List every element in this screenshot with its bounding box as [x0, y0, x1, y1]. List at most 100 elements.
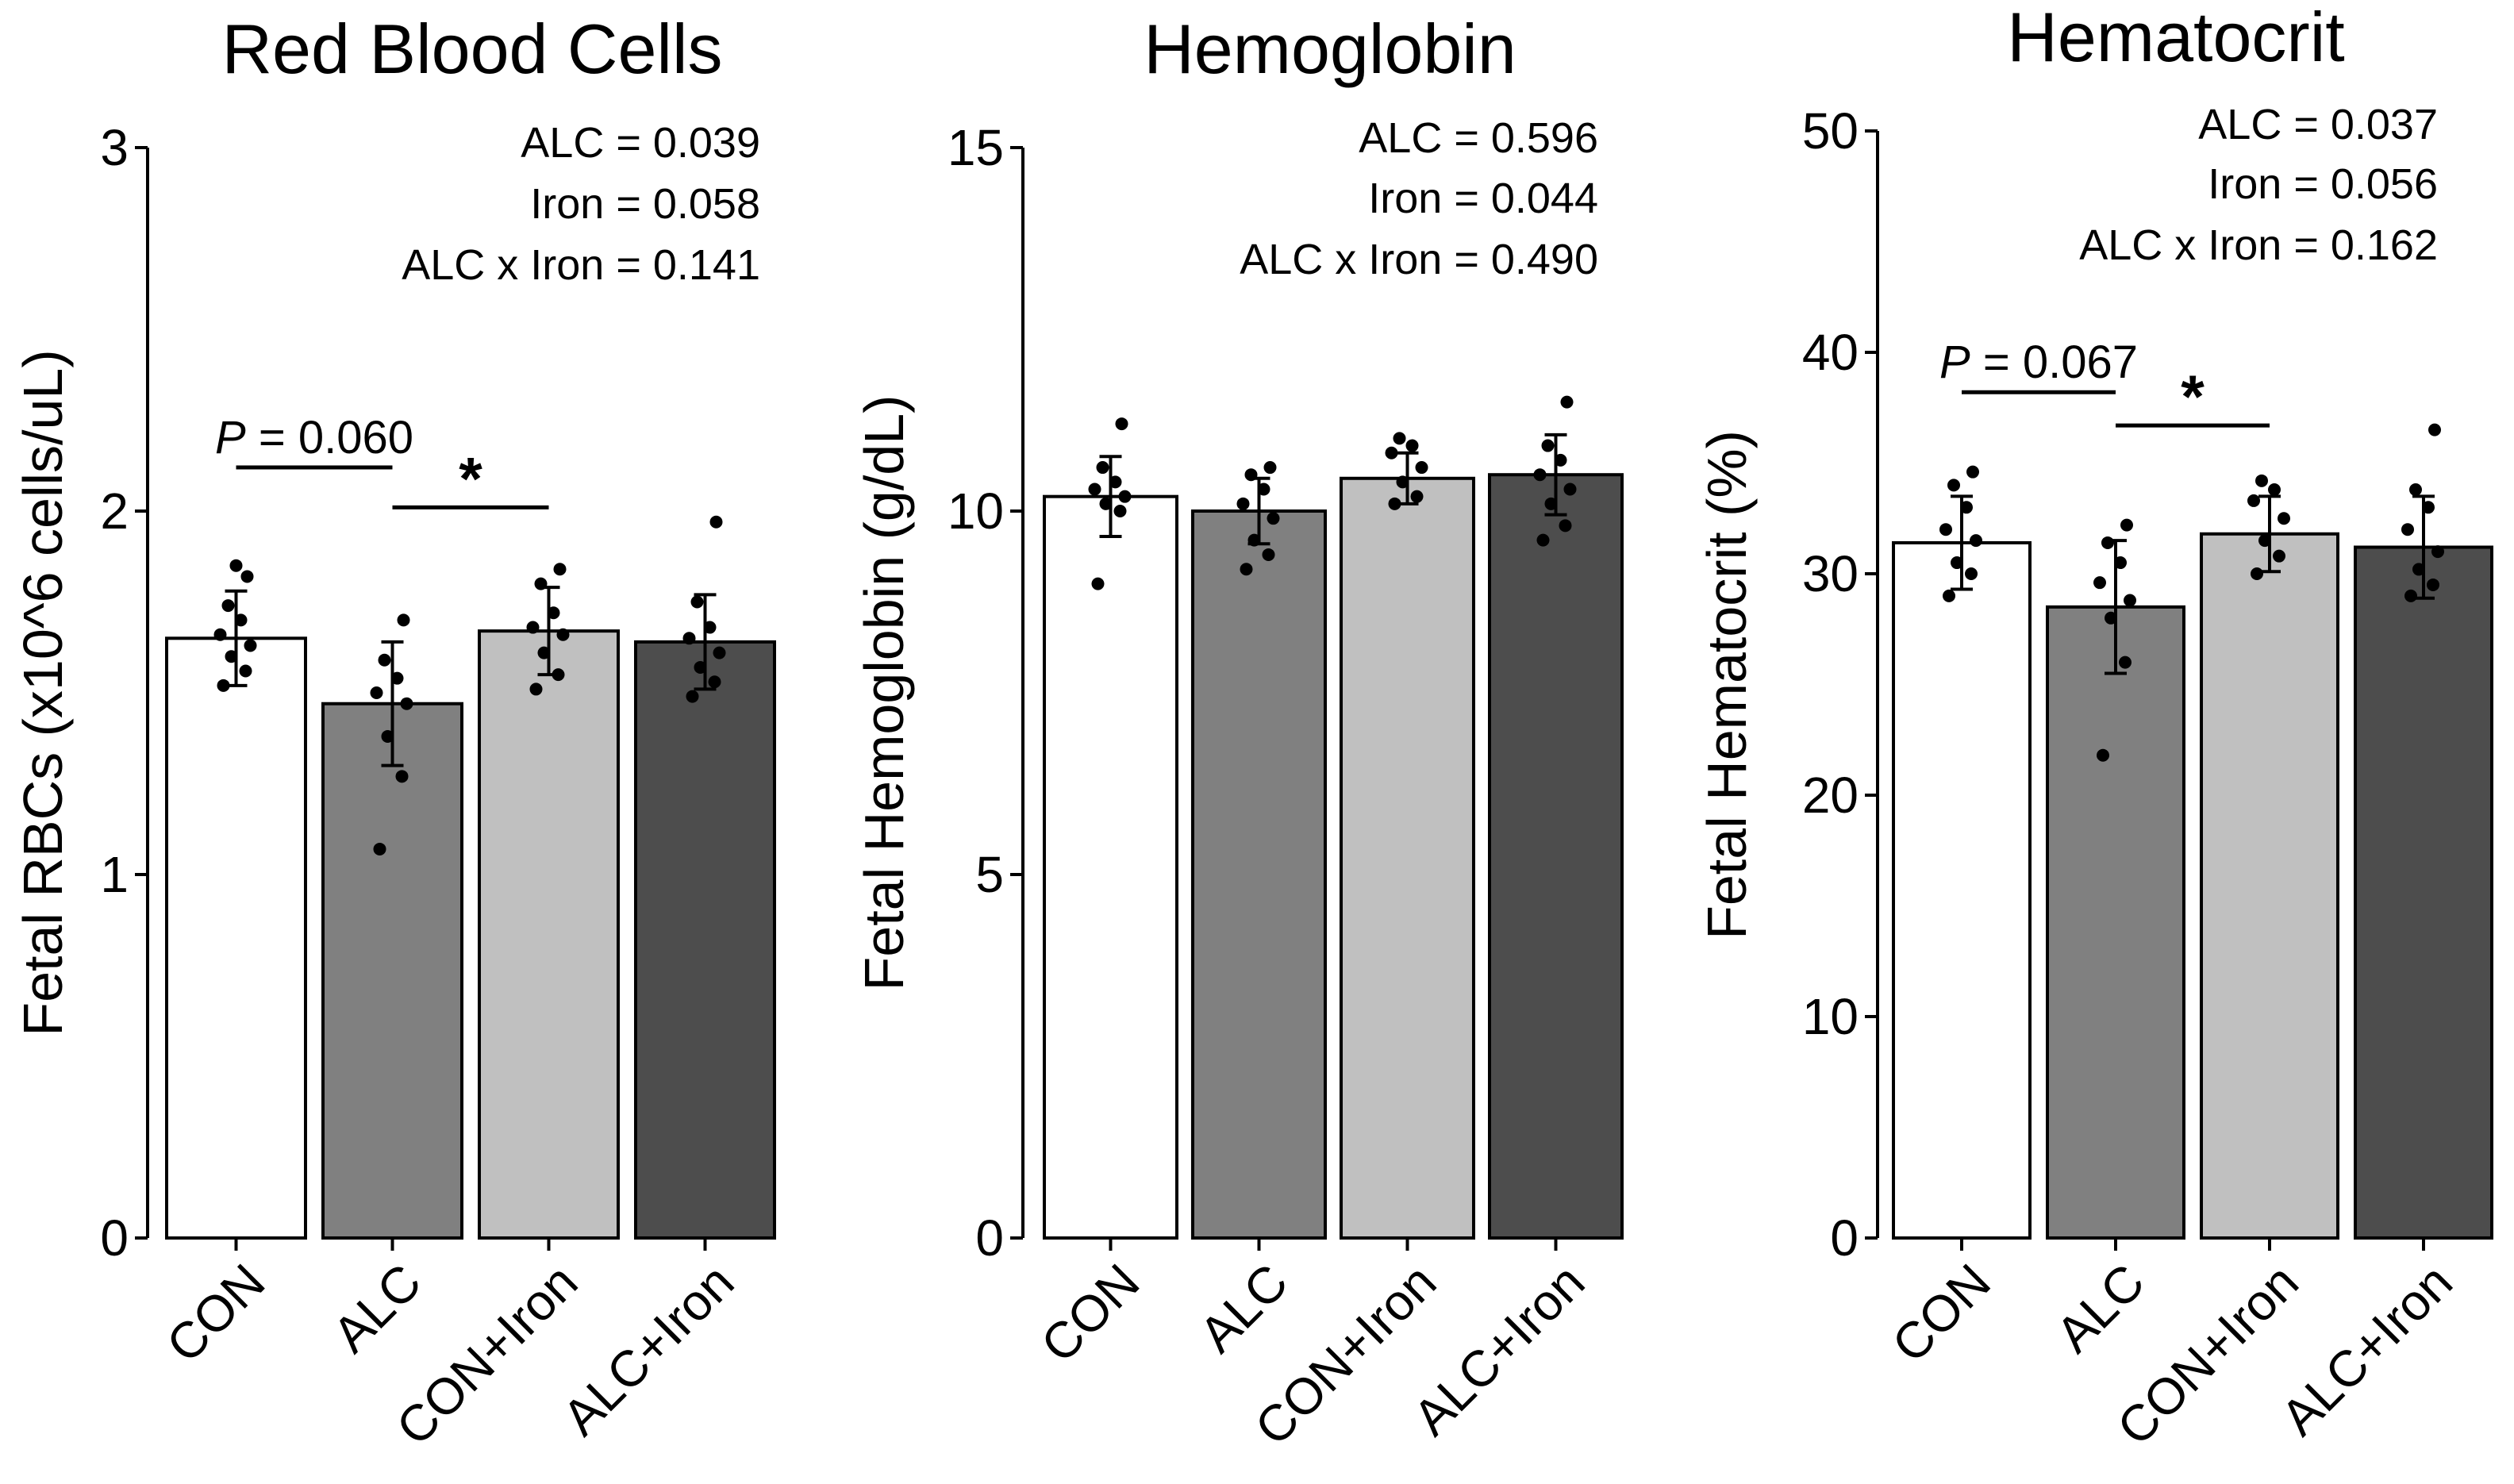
- data-point: [2278, 512, 2290, 525]
- data-point: [690, 595, 704, 609]
- y-tick-label: 0: [1830, 1209, 1859, 1267]
- chart-title: Hematocrit: [2007, 0, 2344, 76]
- y-tick-label: 0: [975, 1209, 1004, 1267]
- data-point: [526, 621, 540, 634]
- y-axis-label: Fetal Hematocrit (%): [1696, 430, 1758, 940]
- data-point: [2251, 567, 2263, 580]
- data-point: [217, 679, 230, 692]
- stats-line: ALC x Iron = 0.490: [1240, 236, 1598, 283]
- data-point: [529, 682, 543, 696]
- data-point: [1966, 465, 1979, 479]
- p-value-number: = 0.067: [1970, 336, 2138, 388]
- data-point: [1943, 589, 1955, 602]
- data-point: [370, 686, 383, 699]
- data-point: [1563, 482, 1577, 496]
- data-point: [2431, 545, 2444, 559]
- stats-line: ALC = 0.596: [1359, 114, 1598, 162]
- y-axis-label: Fetal Hemoglobin (g/dL): [853, 395, 915, 991]
- stats-line: Iron = 0.058: [530, 180, 760, 228]
- stats-line: ALC x Iron = 0.141: [402, 241, 760, 289]
- data-point: [2401, 523, 2414, 536]
- stats-line: ALC = 0.039: [521, 119, 760, 167]
- data-point: [397, 613, 410, 627]
- data-point: [378, 653, 391, 667]
- data-point: [240, 570, 254, 583]
- x-tick-label: ALC+Iron: [552, 1253, 744, 1446]
- y-tick-label: 50: [1802, 102, 1859, 160]
- bar-CON+Iron: [1340, 476, 1475, 1240]
- data-point: [400, 697, 413, 710]
- data-point: [1393, 432, 1406, 445]
- y-tick-label: 10: [948, 482, 1004, 540]
- data-point: [1091, 577, 1105, 590]
- y-tick-label: 20: [1802, 767, 1859, 824]
- data-point: [1415, 461, 1428, 475]
- bar-ALC+Iron: [634, 640, 776, 1240]
- data-point: [686, 690, 699, 703]
- chart-panel-0: Red Blood Cells 0 1 2 3 Fetal RBCs (x10^6 cel…: [12, 10, 776, 1456]
- data-point: [2247, 494, 2260, 507]
- data-point: [1939, 523, 1952, 536]
- data-point: [2273, 549, 2285, 563]
- data-point: [556, 628, 570, 641]
- data-point: [1947, 479, 1960, 492]
- data-point: [1388, 497, 1401, 510]
- data-point: [1096, 461, 1109, 475]
- stats-line: Iron = 0.044: [1368, 175, 1598, 222]
- data-point: [229, 559, 243, 572]
- bar-CON: [1043, 494, 1178, 1240]
- x-tick-label: ALC+Iron: [2270, 1253, 2463, 1446]
- x-tick-label: ALC: [1188, 1253, 1298, 1363]
- significance-star: *: [459, 445, 482, 513]
- chart-title: Hemoglobin: [1144, 10, 1516, 88]
- x-tick-label: ALC: [321, 1253, 432, 1363]
- data-point: [709, 515, 723, 529]
- data-point: [2404, 589, 2417, 602]
- data-point: [1559, 519, 1572, 532]
- stats-line: Iron = 0.056: [2208, 160, 2438, 208]
- bar-ALC+Iron: [2354, 545, 2493, 1240]
- y-axis-label: Fetal RBCs (x10^6 cells/uL): [12, 349, 74, 1036]
- x-tick-label: CON: [1881, 1253, 2001, 1373]
- y-tick-label: 5: [975, 846, 1004, 903]
- bar-ALC: [2046, 605, 2185, 1240]
- data-point: [1533, 468, 1547, 482]
- data-point: [1113, 505, 1127, 517]
- data-point: [682, 632, 696, 645]
- y-tick-label: 0: [100, 1209, 129, 1267]
- data-point: [1965, 567, 1978, 580]
- p-value-number: = 0.060: [246, 412, 413, 463]
- data-point: [1115, 417, 1128, 431]
- data-point: [1262, 548, 1275, 561]
- y-tick-label: 3: [100, 119, 129, 176]
- data-point: [1385, 446, 1398, 459]
- p-value-label: P = 0.060: [215, 412, 413, 463]
- chart-panel-2: Hematocrit 0 10 20 30 40 50 Fetal Hematocrit (%…: [1696, 0, 2493, 1456]
- data-point: [1118, 490, 1132, 503]
- x-tick-label: CON: [156, 1253, 275, 1373]
- data-point: [239, 664, 252, 678]
- stats-line: ALC x Iron = 0.162: [2079, 221, 2438, 269]
- data-point: [244, 639, 257, 652]
- data-point: [1541, 439, 1555, 452]
- data-point: [2120, 518, 2133, 532]
- data-point: [213, 628, 227, 641]
- data-point: [2409, 482, 2422, 496]
- data-point: [713, 646, 726, 659]
- data-point: [1410, 490, 1424, 503]
- data-point: [395, 770, 409, 783]
- bar-ALC: [321, 702, 463, 1240]
- data-point: [1088, 482, 1101, 496]
- y-tick-label: 1: [100, 846, 129, 903]
- data-point: [221, 599, 235, 613]
- data-point: [2097, 748, 2109, 762]
- data-point: [1236, 497, 1250, 510]
- significance-star: *: [2181, 363, 2205, 431]
- data-point: [1970, 534, 1982, 548]
- data-point: [1267, 512, 1280, 525]
- x-tick-label: CON: [1030, 1253, 1150, 1373]
- chart-title: Red Blood Cells: [222, 10, 723, 88]
- bar-CON+Iron: [478, 629, 620, 1240]
- bar-CON: [165, 636, 307, 1240]
- data-point: [2268, 482, 2281, 496]
